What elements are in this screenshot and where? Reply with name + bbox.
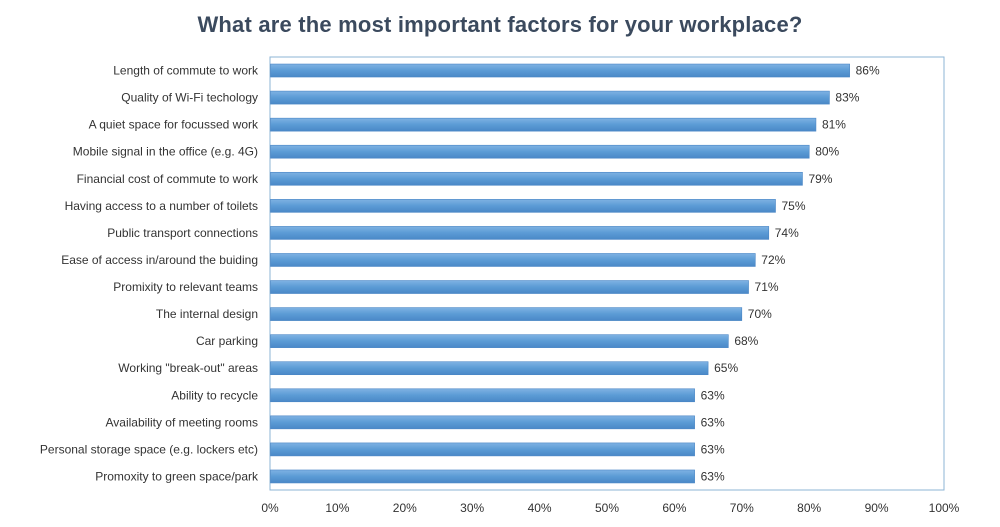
category-label: Working "break-out" areas <box>118 361 258 375</box>
category-label: Public transport connections <box>107 226 258 240</box>
data-label: 74% <box>775 226 799 240</box>
category-label: Promixity to relevant teams <box>113 280 258 294</box>
data-label: 63% <box>701 415 725 429</box>
category-label: Availability of meeting rooms <box>105 415 258 429</box>
x-tick-label: 100% <box>929 501 960 515</box>
bar <box>270 334 729 348</box>
data-label: 81% <box>822 118 846 132</box>
category-label: Personal storage space (e.g. lockers etc… <box>40 442 258 456</box>
x-tick-label: 0% <box>261 501 279 515</box>
data-label: 68% <box>734 334 758 348</box>
category-label: Ease of access in/around the buiding <box>61 253 258 267</box>
x-tick-label: 40% <box>528 501 552 515</box>
data-label: 75% <box>782 199 806 213</box>
data-label: 65% <box>714 361 738 375</box>
bar <box>270 90 830 105</box>
category-label: Having access to a number of toilets <box>65 199 258 213</box>
x-tick-label: 10% <box>325 501 349 515</box>
data-label: 80% <box>815 145 839 159</box>
chart-title: What are the most important factors for … <box>197 12 803 37</box>
x-tick-label: 30% <box>460 501 484 515</box>
category-label: Car parking <box>196 334 258 348</box>
bar <box>270 280 749 294</box>
bar <box>270 199 776 213</box>
data-label: 70% <box>748 307 772 321</box>
x-tick-label: 50% <box>595 501 619 515</box>
category-label: Promoxity to green space/park <box>95 469 259 483</box>
bar <box>270 388 695 403</box>
x-tick-label: 60% <box>662 501 686 515</box>
data-label: 83% <box>835 91 859 105</box>
data-label: 63% <box>701 469 725 483</box>
x-tick-label: 90% <box>865 501 889 515</box>
bar <box>270 307 743 321</box>
data-label: 63% <box>701 442 725 456</box>
bar <box>270 171 803 186</box>
x-tick-label: 20% <box>393 501 417 515</box>
category-label: The internal design <box>156 307 258 321</box>
bar <box>270 117 817 132</box>
x-tick-label: 70% <box>730 501 754 515</box>
category-label: Financial cost of commute to work <box>77 172 259 186</box>
category-label: Length of commute to work <box>113 64 259 78</box>
plot-area-border <box>269 56 945 491</box>
data-label: 63% <box>701 388 725 402</box>
bar <box>270 361 709 376</box>
bar <box>270 469 695 484</box>
category-label: Mobile signal in the office (e.g. 4G) <box>73 145 258 159</box>
data-label: 79% <box>808 172 832 186</box>
data-label: 71% <box>755 280 779 294</box>
bar <box>270 144 810 159</box>
x-tick-label: 80% <box>797 501 821 515</box>
category-label: Quality of Wi-Fi techology <box>121 91 258 105</box>
bar <box>270 226 770 240</box>
bar <box>270 253 756 267</box>
bar <box>270 415 695 430</box>
data-label: 72% <box>761 253 785 267</box>
bar <box>270 63 850 78</box>
category-label: A quiet space for focussed work <box>89 118 259 132</box>
category-label: Ability to recycle <box>171 388 258 402</box>
data-label: 86% <box>856 64 880 78</box>
bar <box>270 442 695 457</box>
